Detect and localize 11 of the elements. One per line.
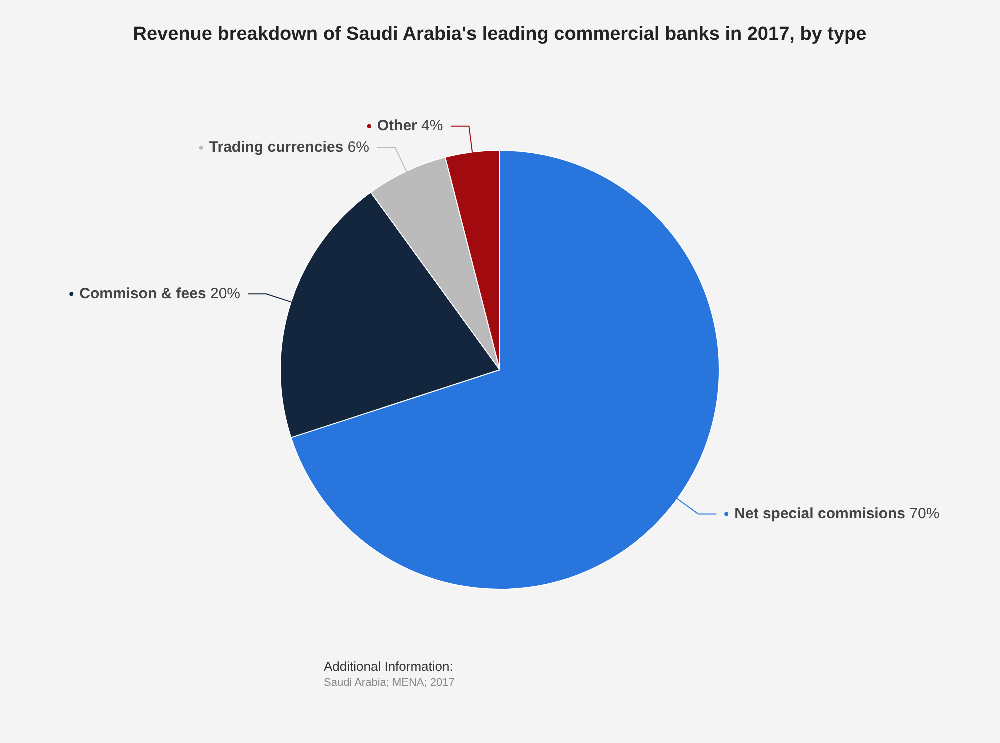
legend-label: Trading currencies: [209, 139, 344, 156]
data-label: 4%: [417, 118, 444, 135]
text: Additional Information:: [324, 658, 454, 675]
legend-label: Other: [377, 118, 418, 135]
legend-label: Commison & fees: [80, 285, 206, 302]
text: Saudi Arabia; MENA; 2017: [324, 676, 455, 691]
data-label: 20%: [206, 285, 241, 302]
data-label: 6%: [344, 139, 370, 156]
chart-title: Revenue breakdown of Saudi Arabia's leading commercial banks in 2017, by type: [132, 24, 868, 46]
data-label: 70%: [906, 505, 940, 522]
legend-label: Net special commisions: [734, 505, 906, 522]
